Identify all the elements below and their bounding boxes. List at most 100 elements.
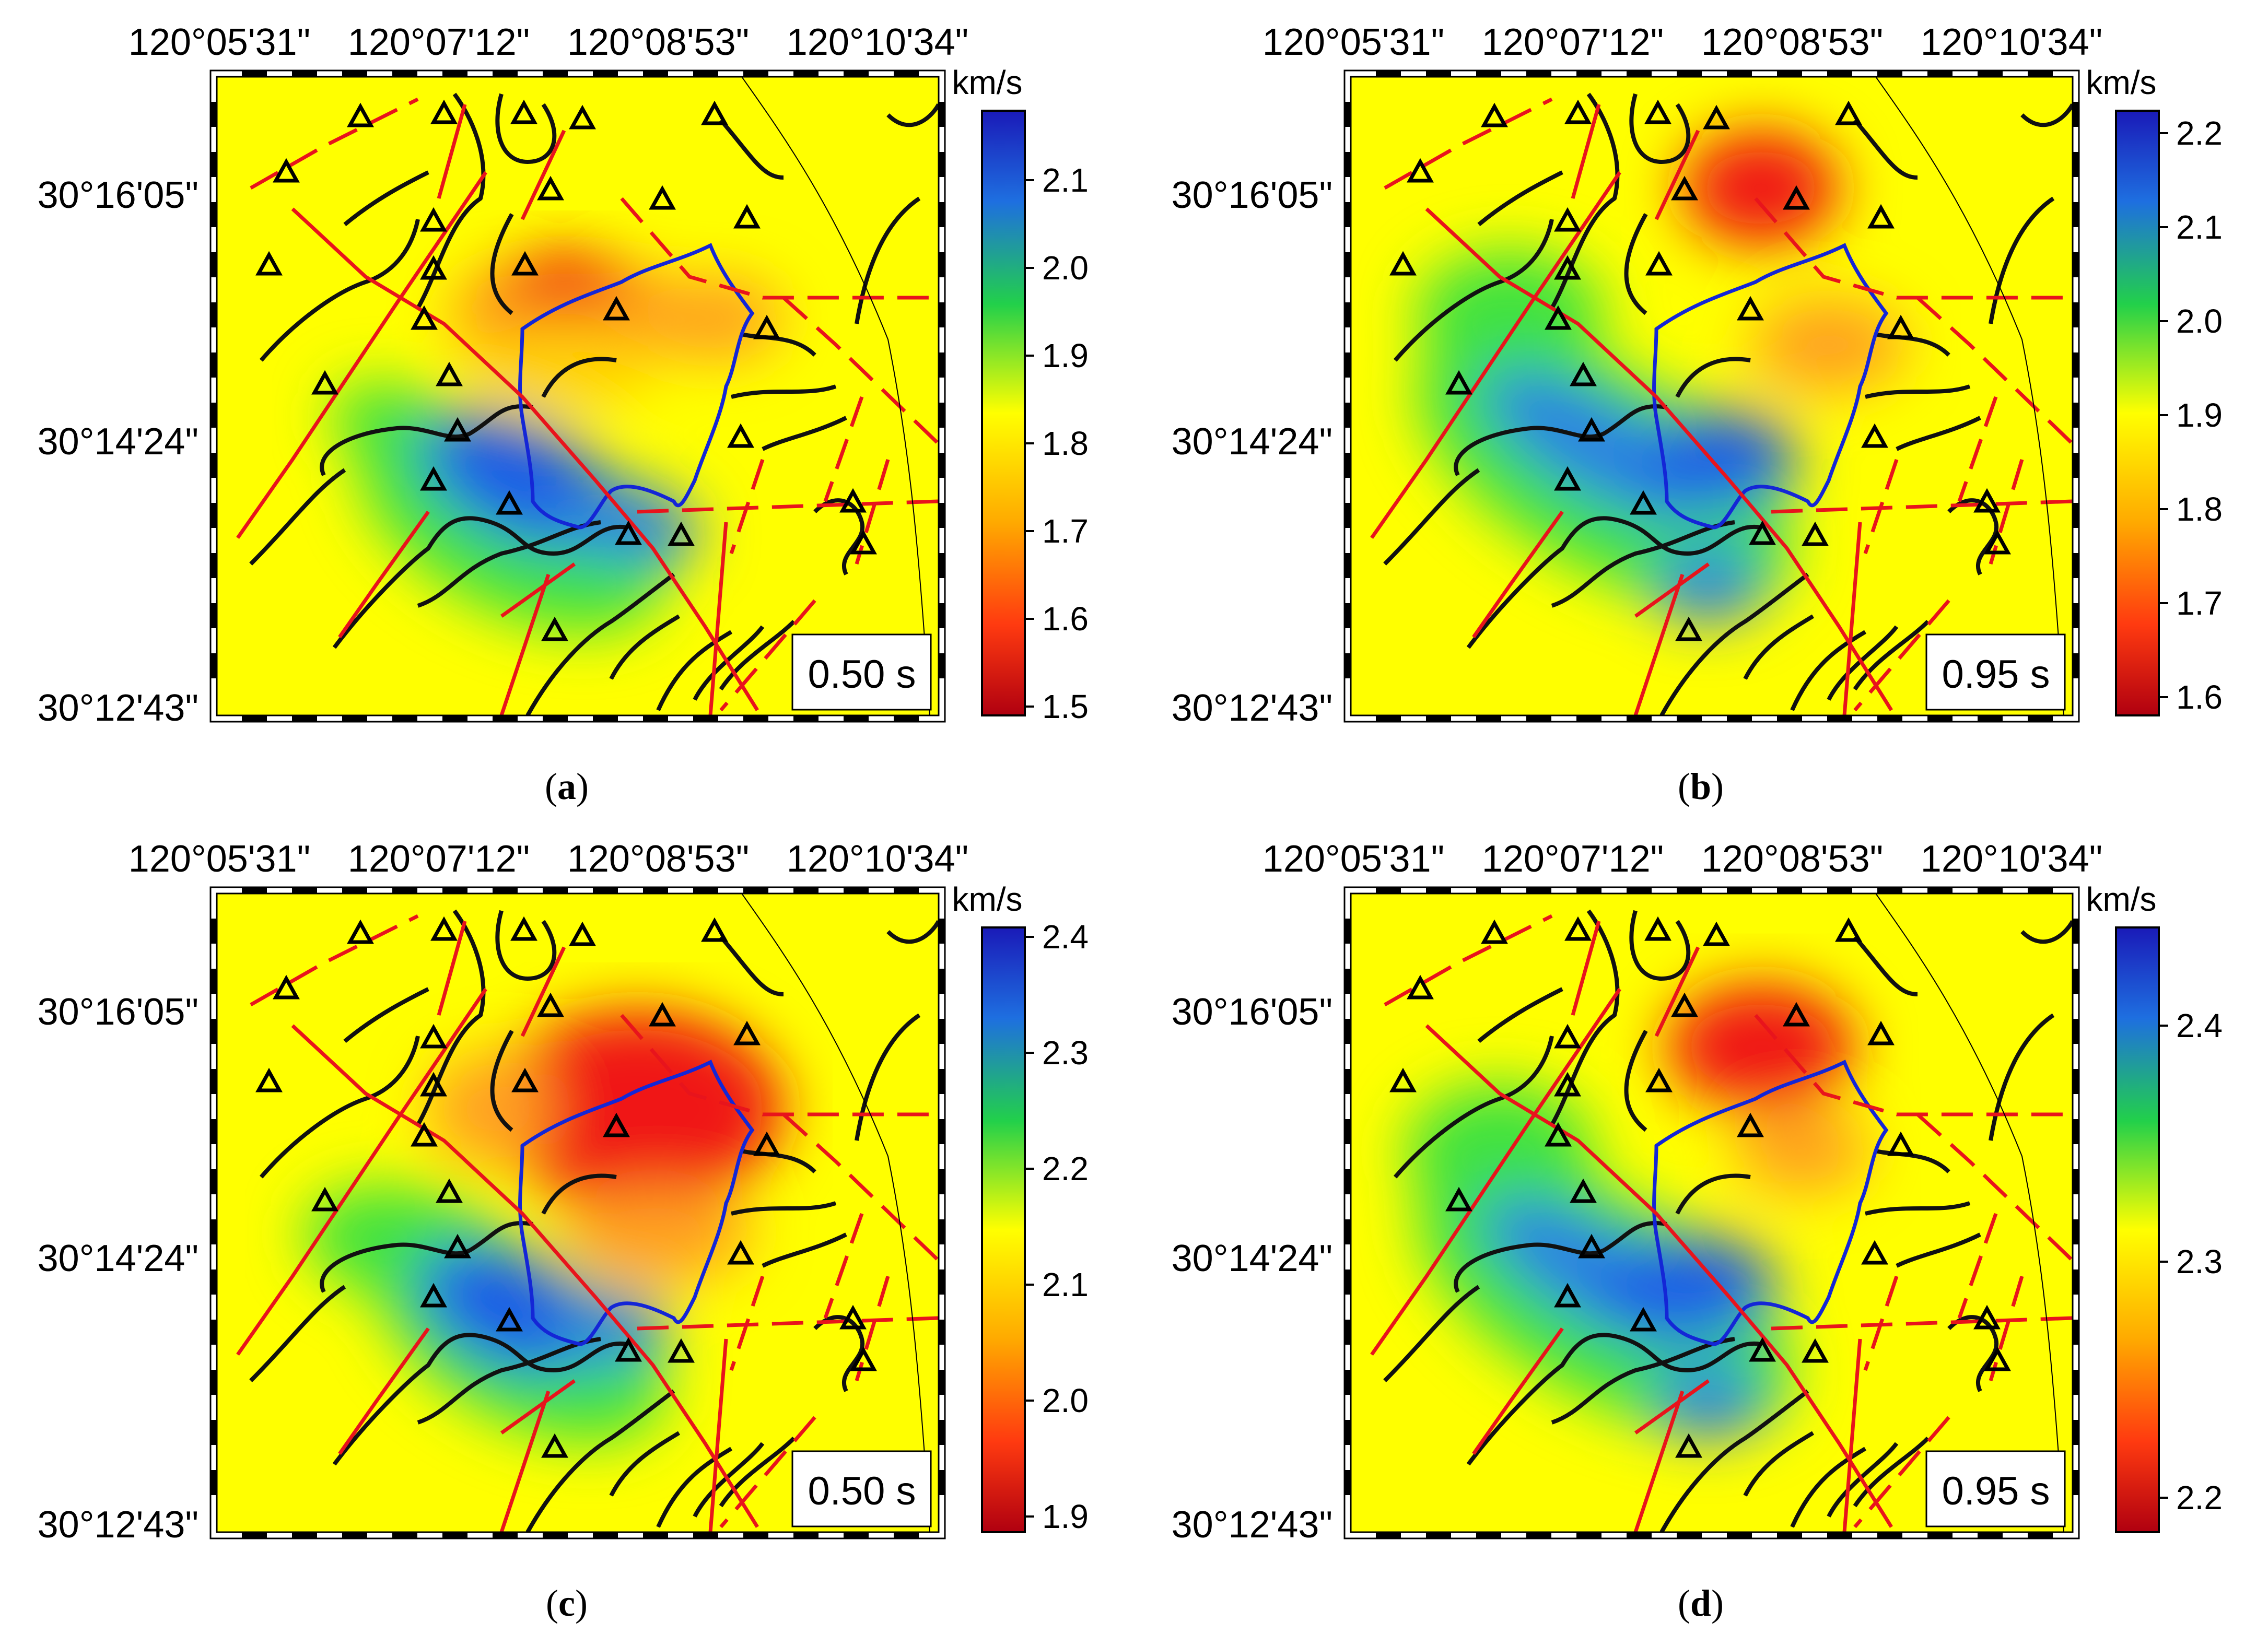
station-marker — [1984, 1346, 2011, 1371]
panel-caption: (c) — [546, 1582, 588, 1624]
colorbar-tick-label: 1.9 — [1042, 1498, 1089, 1535]
colorbar-tick-label: 2.2 — [2176, 114, 2223, 152]
station-marker — [1645, 251, 1673, 276]
station-marker — [511, 251, 539, 276]
velocity-field — [236, 77, 939, 715]
station-marker — [1578, 417, 1605, 442]
colorbar-tick-label: 2.2 — [1042, 1150, 1089, 1188]
station-marker — [1389, 1067, 1417, 1092]
colorbar-tick-label: 1.7 — [2176, 584, 2223, 622]
station-marker — [1407, 158, 1434, 183]
station-marker — [444, 417, 471, 442]
geology-contours — [249, 92, 939, 715]
y-axis-labels: 30°16'05" 30°14'24" 30°12'43" — [1172, 174, 1332, 729]
station-marker — [727, 423, 754, 448]
stations — [255, 916, 877, 1458]
velocity-field — [1370, 894, 2073, 1532]
x-axis-labels: 120°05'31" 120°07'12" 120°08'53" 120°10'… — [1262, 21, 2102, 63]
station-marker — [436, 1178, 463, 1203]
station-marker — [615, 1337, 642, 1362]
station-marker — [603, 296, 630, 321]
colorbar-tick-label: 2.0 — [1042, 1382, 1089, 1419]
station-marker — [1867, 204, 1895, 229]
time-label: 0.50 s — [808, 1469, 916, 1513]
station-marker — [1973, 1304, 2001, 1330]
time-label-box — [1925, 633, 2066, 711]
station-marker — [496, 490, 523, 515]
time-label: 0.50 s — [808, 652, 916, 697]
x-axis-labels: 120°05'31" 120°07'12" 120°08'53" 120°10'… — [128, 21, 968, 63]
stations — [1389, 916, 2011, 1458]
station-marker — [541, 1433, 568, 1458]
y-tick-label: 30°14'24" — [38, 1238, 198, 1279]
station-marker — [1554, 1024, 1581, 1049]
station-marker — [668, 521, 695, 546]
y-tick-label: 30°14'24" — [38, 421, 198, 463]
station-marker — [347, 102, 374, 127]
station-marker — [273, 974, 300, 1000]
station-marker — [420, 466, 447, 491]
station-marker — [255, 251, 283, 276]
panel-b: 120°05'31" 120°07'12" 120°08'53" 120°10'… — [1134, 0, 2268, 817]
station-marker — [1887, 1131, 1914, 1156]
colorbar-tick-label: 1.8 — [2176, 490, 2223, 528]
station-marker — [420, 255, 447, 280]
x-tick-label: 120°05'31" — [1262, 838, 1444, 880]
station-marker — [1407, 974, 1434, 1000]
caption-letter: d — [1690, 1582, 1711, 1624]
station-marker — [347, 919, 374, 944]
station-marker — [273, 158, 300, 183]
y-tick-label: 30°12'43" — [1172, 687, 1332, 729]
x-tick-label: 120°07'12" — [1482, 838, 1664, 880]
station-marker — [444, 1233, 471, 1259]
station-marker — [850, 1346, 877, 1371]
x-tick-label: 120°07'12" — [348, 838, 530, 880]
colorbar-tick-label: 2.1 — [2176, 208, 2223, 246]
station-marker — [1570, 361, 1597, 386]
station-marker — [1737, 1112, 1764, 1137]
station-marker — [615, 520, 642, 545]
x-tick-label: 120°05'31" — [128, 21, 310, 63]
station-marker — [1802, 521, 1829, 546]
panel-caption: (b) — [1678, 766, 1724, 807]
y-tick-label: 30°16'05" — [1172, 174, 1332, 216]
time-label-box — [791, 1450, 932, 1527]
colorbar — [981, 110, 1026, 716]
colorbar-tick-label: 1.9 — [2176, 396, 2223, 434]
fault-lines — [1370, 914, 2073, 1532]
station-marker — [1554, 466, 1581, 491]
panel-caption: (a) — [545, 766, 589, 807]
caption-letter: a — [557, 766, 576, 807]
station-marker — [1570, 1178, 1597, 1203]
y-tick-label: 30°12'43" — [1172, 1504, 1332, 1546]
fault-lines — [1370, 97, 2073, 715]
station-marker — [1671, 992, 1698, 1017]
station-marker — [1675, 1433, 1702, 1458]
station-marker — [569, 921, 596, 946]
basin-boundary — [1652, 1060, 1889, 1346]
station-marker — [1564, 99, 1592, 124]
station-marker — [511, 1067, 539, 1092]
y-tick-label: 30°14'24" — [1172, 1238, 1332, 1279]
station-marker — [420, 1283, 447, 1308]
map-frame — [209, 886, 946, 1539]
colorbar — [981, 926, 1026, 1533]
colorbar-unit: km/s — [952, 880, 1022, 918]
x-axis-labels: 120°05'31" 120°07'12" 120°08'53" 120°10'… — [128, 838, 968, 880]
geology-contours — [249, 909, 939, 1532]
station-marker — [1545, 305, 1572, 330]
station-marker — [1783, 1002, 1810, 1027]
station-marker — [430, 99, 458, 124]
station-marker — [649, 1002, 676, 1027]
colorbar-tick-label: 1.6 — [1042, 600, 1089, 638]
stations — [255, 99, 877, 641]
station-marker — [1644, 99, 1671, 124]
station-marker — [1671, 175, 1698, 201]
velocity-field — [1370, 77, 2073, 715]
x-tick-label: 120°10'34" — [1921, 21, 2102, 63]
station-marker — [1749, 520, 1776, 545]
x-tick-label: 120°05'31" — [128, 838, 310, 880]
station-marker — [1861, 1240, 1888, 1265]
basin-boundary — [1652, 243, 1889, 530]
fault-lines — [236, 97, 939, 715]
